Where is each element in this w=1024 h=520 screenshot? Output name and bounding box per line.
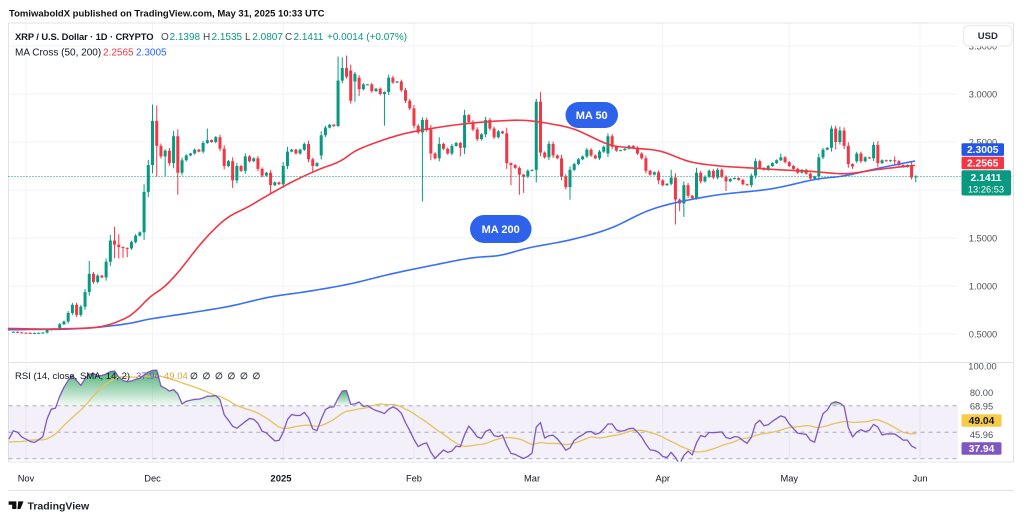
svg-text:37.94: 37.94 xyxy=(136,371,160,382)
svg-text:2.2565: 2.2565 xyxy=(967,158,999,169)
svg-text:68.95: 68.95 xyxy=(970,401,993,411)
svg-text:2.1535: 2.1535 xyxy=(212,32,243,43)
svg-text:MA Cross (50, 200): MA Cross (50, 200) xyxy=(15,48,101,59)
svg-text:H: H xyxy=(203,32,210,43)
svg-text:MA 200: MA 200 xyxy=(482,224,520,236)
svg-text:49.04: 49.04 xyxy=(164,371,188,382)
svg-text:Feb: Feb xyxy=(406,473,422,483)
svg-text:2.2565: 2.2565 xyxy=(103,48,134,59)
svg-text:49.04: 49.04 xyxy=(969,416,995,427)
svg-text:C: C xyxy=(285,32,292,43)
svg-text:TomiwaboldX published on Tradi: TomiwaboldX published on TradingView.com… xyxy=(9,9,325,20)
svg-text:+0.0014 (+0.07%): +0.0014 (+0.07%) xyxy=(327,32,407,43)
svg-text:∅: ∅ xyxy=(228,371,236,381)
svg-text:2.3005: 2.3005 xyxy=(967,145,999,156)
svg-text:RSI (14, close, SMA, 14, 2): RSI (14, close, SMA, 14, 2) xyxy=(15,371,130,382)
svg-text:2.1398: 2.1398 xyxy=(170,32,201,43)
svg-text:2.1411: 2.1411 xyxy=(294,32,324,43)
svg-text:Jun: Jun xyxy=(913,473,928,483)
svg-text:∅: ∅ xyxy=(240,371,248,381)
svg-text:1.0000: 1.0000 xyxy=(969,281,997,291)
svg-text:O: O xyxy=(161,32,169,43)
svg-text:37.94: 37.94 xyxy=(969,444,995,455)
svg-text:100.00: 100.00 xyxy=(968,361,996,371)
svg-text:XRP / U.S. Dollar · 1D · CRYPT: XRP / U.S. Dollar · 1D · CRYPTO xyxy=(15,31,153,42)
svg-text:13:26:53: 13:26:53 xyxy=(968,184,1004,194)
svg-text:MA 50: MA 50 xyxy=(576,110,608,122)
svg-text:TradingView: TradingView xyxy=(28,501,90,513)
svg-text:2.0807: 2.0807 xyxy=(252,32,283,43)
svg-text:USD: USD xyxy=(978,31,998,42)
svg-text:2025: 2025 xyxy=(270,473,292,484)
svg-text:∅: ∅ xyxy=(203,371,211,381)
svg-text:∅: ∅ xyxy=(253,371,261,381)
svg-text:∅: ∅ xyxy=(190,371,198,381)
svg-text:0.5000: 0.5000 xyxy=(969,329,997,339)
svg-text:80.00: 80.00 xyxy=(970,388,993,398)
svg-text:∅: ∅ xyxy=(215,371,223,381)
svg-text:L: L xyxy=(245,32,251,43)
svg-text:3.0000: 3.0000 xyxy=(969,89,997,99)
svg-text:45.96: 45.96 xyxy=(970,430,993,440)
svg-text:Apr: Apr xyxy=(656,473,670,483)
svg-text:2.3005: 2.3005 xyxy=(136,48,167,59)
svg-text:1.5000: 1.5000 xyxy=(969,233,997,243)
svg-text:2.5000: 2.5000 xyxy=(969,137,997,147)
svg-text:May: May xyxy=(780,473,798,483)
svg-text:Nov: Nov xyxy=(18,473,35,483)
svg-text:Dec: Dec xyxy=(144,473,161,483)
svg-text:2.1411: 2.1411 xyxy=(971,173,1002,184)
svg-text:Mar: Mar xyxy=(524,473,540,483)
